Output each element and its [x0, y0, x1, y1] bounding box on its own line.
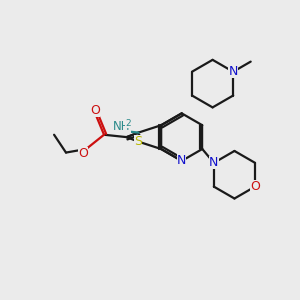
Text: O: O: [90, 104, 100, 117]
Text: O: O: [78, 148, 88, 160]
Text: O: O: [250, 180, 260, 193]
Text: S: S: [134, 135, 142, 148]
Text: N: N: [229, 65, 238, 78]
Text: N: N: [209, 156, 219, 169]
Text: 2: 2: [125, 119, 130, 128]
Text: N: N: [177, 154, 186, 167]
Text: NH: NH: [113, 120, 130, 133]
